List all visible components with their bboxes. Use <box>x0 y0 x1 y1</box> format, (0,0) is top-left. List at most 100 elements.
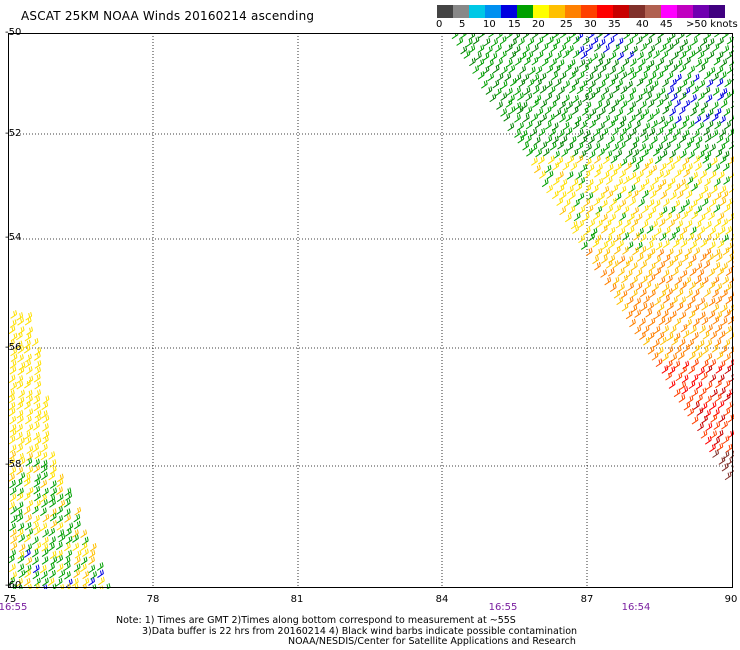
wind-barb <box>17 354 24 363</box>
wind-barb <box>679 91 687 101</box>
wind-barb <box>692 289 700 298</box>
wind-barb <box>514 57 522 66</box>
wind-barb <box>721 218 729 227</box>
wind-barb <box>73 569 81 579</box>
wind-barb <box>26 487 34 496</box>
wind-barb <box>591 184 599 194</box>
wind-barb <box>622 246 629 255</box>
wind-barb <box>608 226 616 236</box>
wind-barb <box>98 576 105 586</box>
wind-barb <box>74 506 82 516</box>
wind-barb <box>505 58 513 68</box>
wind-barb <box>50 556 58 565</box>
wind-barb <box>648 317 656 327</box>
wind-barb <box>58 499 66 509</box>
wind-barb <box>508 106 516 115</box>
wind-barb <box>608 105 616 115</box>
lat-label: -56 <box>5 342 22 353</box>
wind-barb <box>678 394 686 403</box>
lon-label: 75 <box>3 594 17 605</box>
wind-barb <box>716 351 724 360</box>
wind-barb <box>472 36 480 45</box>
wind-barb <box>681 253 689 263</box>
wind-barb <box>603 248 611 257</box>
wind-barb <box>500 50 507 60</box>
wind-barb <box>610 168 618 178</box>
wind-barb <box>732 36 734 39</box>
wind-barb <box>643 122 651 132</box>
wind-barb <box>662 78 669 88</box>
wind-barb <box>606 92 614 101</box>
wind-barb <box>17 396 25 406</box>
wind-barb <box>687 80 695 89</box>
wind-barb <box>34 380 42 390</box>
wind-barb <box>475 52 482 61</box>
wind-barb <box>531 157 538 166</box>
wind-barb <box>520 129 528 139</box>
lon-label: 90 <box>724 594 738 605</box>
wind-barb <box>16 409 24 419</box>
wind-barb <box>723 380 731 389</box>
wind-barb <box>65 549 73 559</box>
colorbar-label: 25 <box>560 19 573 30</box>
wind-barb <box>676 302 684 311</box>
wind-barb <box>663 295 670 304</box>
wind-barb <box>544 106 552 115</box>
wind-barb <box>639 331 646 341</box>
wind-barb <box>715 365 723 374</box>
wind-barb <box>676 288 684 298</box>
wind-barb <box>677 351 685 361</box>
wind-barb <box>611 73 619 82</box>
wind-barb <box>627 50 634 60</box>
colorbar-segment <box>581 5 597 18</box>
wind-barb <box>23 577 31 587</box>
wind-barb <box>661 64 669 74</box>
wind-barb <box>71 577 79 587</box>
wind-barb <box>24 359 32 369</box>
wind-barb <box>564 213 572 223</box>
wind-barb <box>670 191 677 201</box>
wind-barb <box>26 326 34 336</box>
wind-barb <box>700 372 708 381</box>
colorbar-segment <box>597 5 613 18</box>
wind-barb <box>682 329 690 339</box>
wind-barb <box>714 393 722 402</box>
wind-barb <box>725 325 732 335</box>
wind-barb <box>671 64 678 73</box>
wind-barb <box>691 374 699 383</box>
wind-barb <box>580 241 588 250</box>
wind-barb <box>639 288 647 298</box>
wind-barb <box>697 422 704 432</box>
wind-barb <box>16 513 24 523</box>
wind-barb <box>576 154 584 164</box>
wind-barb <box>679 64 687 73</box>
wind-barb <box>718 360 726 369</box>
wind-barb <box>711 101 719 110</box>
wind-barb <box>559 100 566 110</box>
wind-barb <box>18 534 25 543</box>
wind-barb <box>601 255 608 264</box>
wind-barb <box>724 121 731 130</box>
wind-barb <box>16 466 24 476</box>
wind-barb <box>41 471 48 481</box>
wind-barb <box>709 401 717 411</box>
wind-barb <box>527 37 535 46</box>
wind-barb <box>661 309 669 319</box>
wind-barb <box>671 283 679 292</box>
wind-barb <box>546 64 554 74</box>
wind-barb <box>708 281 716 290</box>
wind-barb <box>669 150 676 159</box>
wind-barb <box>10 310 18 319</box>
wind-barb <box>16 423 23 433</box>
wind-barb <box>728 57 734 67</box>
wind-barb <box>72 542 80 552</box>
wind-barb <box>596 58 604 68</box>
wind-barb <box>729 346 734 354</box>
wind-barb <box>647 302 655 311</box>
wind-barb <box>635 36 643 45</box>
wind-barb <box>708 310 716 319</box>
wind-barb <box>514 101 522 111</box>
wind-barb <box>728 359 734 368</box>
wind-barb <box>40 522 48 532</box>
wind-barb <box>492 79 500 89</box>
